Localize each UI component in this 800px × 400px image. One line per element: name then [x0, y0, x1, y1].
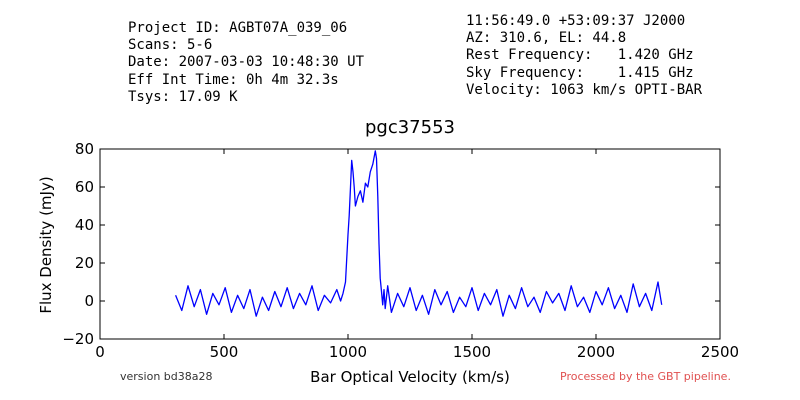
header-right-block: 11:56:49.0 +53:09:37 J2000 AZ: 310.6, EL… [466, 13, 702, 99]
header-left-block: Project ID: AGBT07A_039_06 Scans: 5-6 Da… [128, 20, 364, 106]
version-label: version bd38a28 [120, 370, 213, 383]
y-tick-label: 60 [75, 178, 94, 196]
header-az-el: AZ: 310.6, EL: 44.8 [466, 30, 627, 47]
y-tick-label: 20 [75, 254, 94, 272]
x-tick-label: 500 [210, 343, 239, 361]
y-tick-label: 40 [75, 216, 94, 234]
chart-title: pgc37553 [365, 117, 455, 138]
header-sky-frequency: Sky Frequency: 1.415 GHz [466, 64, 694, 81]
header-eff-int-time: Eff Int Time: 0h 4m 32.3s [128, 71, 339, 88]
y-axis-label: Flux Density (mJy) [37, 176, 55, 313]
y-tick-label: 80 [75, 140, 94, 158]
y-tick-label: 0 [84, 292, 94, 310]
x-axis-label: Bar Optical Velocity (km/s) [310, 368, 510, 386]
x-tick-label: 1500 [453, 343, 491, 361]
header-velocity: Velocity: 1063 km/s OPTI-BAR [466, 81, 703, 98]
x-tick-label: 2500 [701, 343, 739, 361]
plot-frame [99, 148, 721, 340]
header-scans: Scans: 5-6 [128, 37, 213, 54]
series-line-0 [174, 150, 663, 317]
header-project-id: Project ID: AGBT07A_039_06 [128, 20, 348, 36]
header-date: Date: 2007-03-03 10:48:30 UT [128, 54, 365, 71]
pipeline-credit: Processed by the GBT pipeline. [560, 370, 731, 383]
x-tick-label: 1000 [329, 343, 367, 361]
header-tsys: Tsys: 17.09 K [128, 88, 238, 105]
header-rest-frequency: Rest Frequency: 1.420 GHz [466, 47, 694, 64]
x-tick-label: 2000 [577, 343, 615, 361]
y-tick-label: −20 [62, 330, 94, 348]
x-tick-label: 0 [95, 343, 105, 361]
header-coords: 11:56:49.0 +53:09:37 J2000 [466, 13, 686, 29]
